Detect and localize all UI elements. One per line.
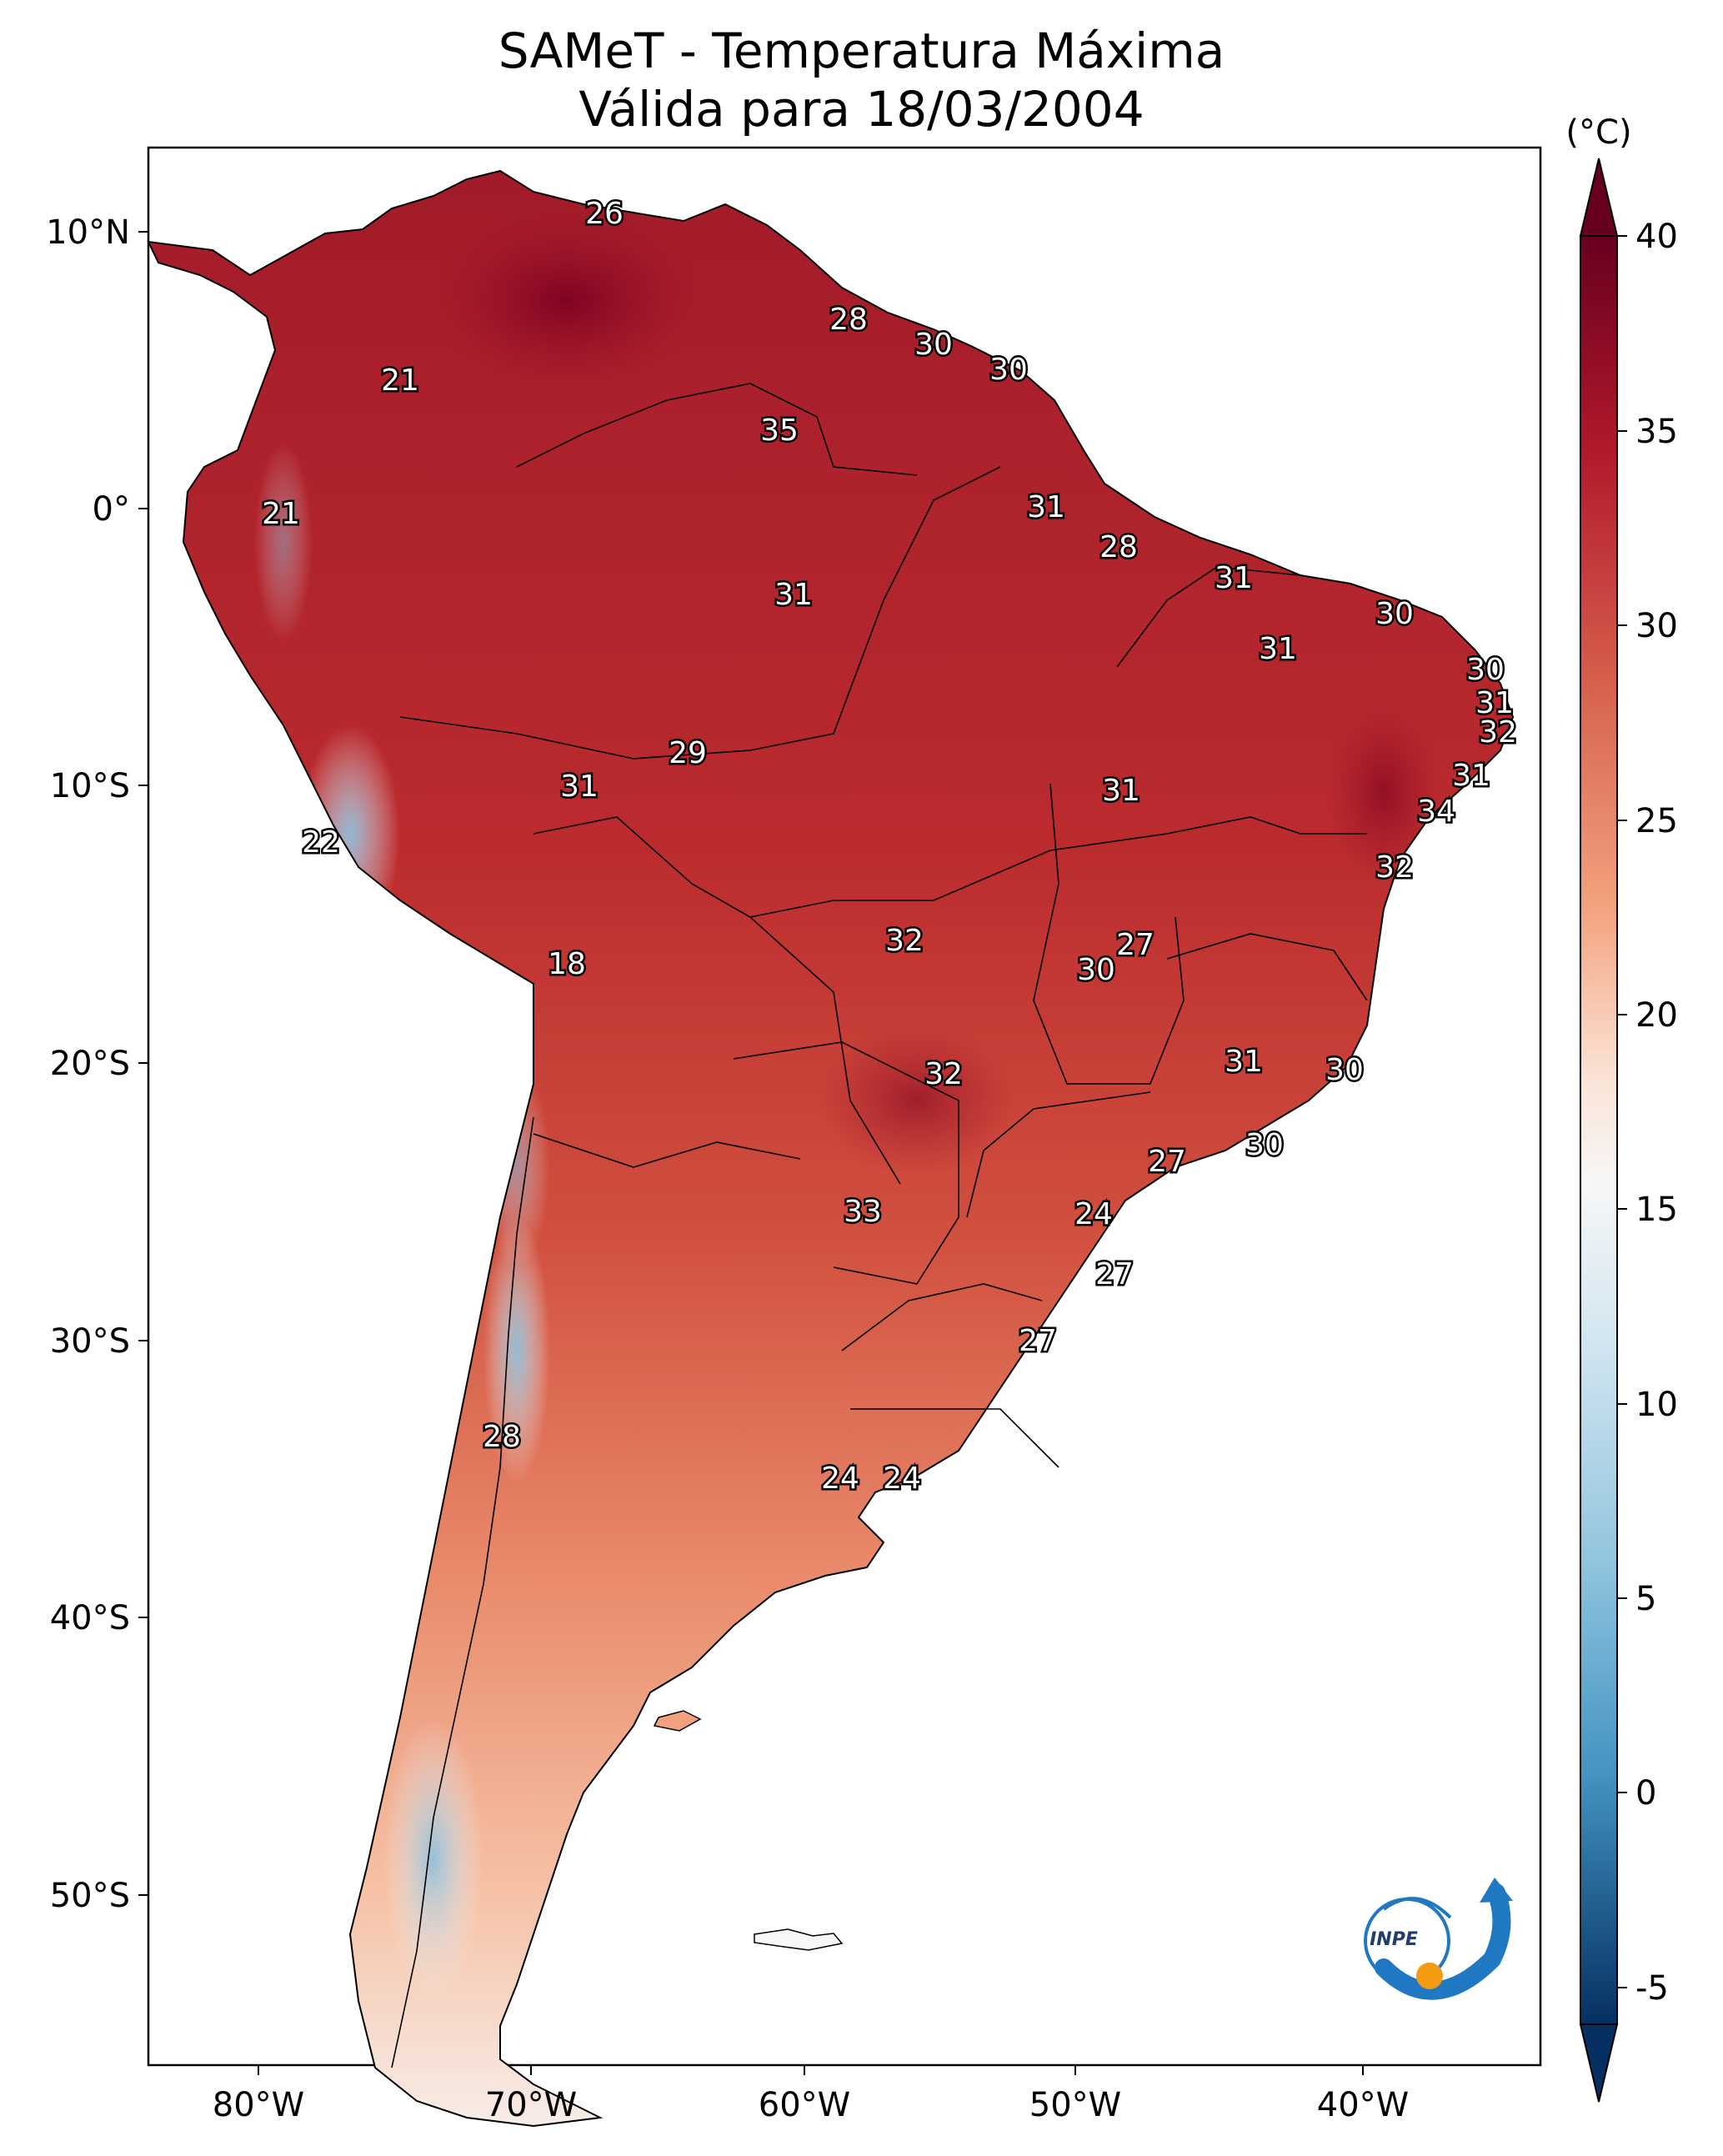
lat-tick-0: 0° bbox=[93, 490, 130, 529]
colorbar-tick-30: 30 bbox=[1635, 607, 1678, 645]
contour-label: 32 bbox=[1479, 715, 1517, 750]
contour-label: 26 bbox=[585, 197, 624, 231]
contour-label: 30 bbox=[1466, 653, 1505, 687]
contour-label: 21 bbox=[381, 364, 419, 398]
contour-label: 27 bbox=[1019, 1324, 1057, 1358]
contour-label: 30 bbox=[1077, 953, 1115, 987]
contour-label: 31 bbox=[1475, 686, 1514, 720]
contour-label: 28 bbox=[483, 1420, 521, 1454]
contour-label: 27 bbox=[1095, 1257, 1134, 1291]
lon-tick-40w: 40°W bbox=[1317, 2086, 1409, 2124]
contour-label: 31 bbox=[1027, 490, 1065, 524]
colorbar: (°C) 40 35 30 25 20 15 10 5 0 -5 bbox=[1565, 113, 1678, 2103]
contour-label: 31 bbox=[1102, 774, 1140, 808]
contour-label: 33 bbox=[844, 1195, 882, 1229]
contour-labels: 26 28 30 30 21 35 21 31 28 31 31 30 31 3… bbox=[260, 195, 1520, 1498]
contour-label: 27 bbox=[1116, 928, 1155, 962]
colorbar-tick-5: 5 bbox=[1635, 1580, 1656, 1618]
political-borders bbox=[391, 383, 1368, 2068]
contour-label: 32 bbox=[1375, 850, 1414, 885]
contour-label: 31 bbox=[560, 770, 599, 804]
colorbar-tick-20: 20 bbox=[1635, 996, 1678, 1035]
colorbar-tick-25: 25 bbox=[1635, 802, 1678, 840]
contour-label: 24 bbox=[1074, 1197, 1113, 1231]
colorbar-tick-10: 10 bbox=[1635, 1386, 1678, 1424]
lat-tick-10n: 10°N bbox=[46, 213, 130, 252]
longitude-axis: 80°W 70°W 60°W 50°W 40°W bbox=[213, 2065, 1409, 2124]
lat-tick-40s: 40°S bbox=[50, 1599, 130, 1637]
colorbar-tick-35: 35 bbox=[1635, 413, 1678, 451]
contour-label: 24 bbox=[883, 1462, 921, 1496]
contour-label: 18 bbox=[548, 947, 586, 981]
contour-label: 31 bbox=[1225, 1045, 1263, 1079]
contour-label: 35 bbox=[760, 414, 799, 448]
lon-tick-60w: 60°W bbox=[759, 2086, 850, 2124]
contour-label: 34 bbox=[1417, 795, 1455, 829]
contour-label: 30 bbox=[989, 353, 1028, 387]
colorbar-tick-minus5: -5 bbox=[1635, 1969, 1669, 2008]
contour-label: 28 bbox=[829, 303, 868, 337]
contour-label: 22 bbox=[302, 825, 340, 860]
map-subtitle: Válida para 18/03/2004 bbox=[579, 81, 1144, 138]
contour-label: 21 bbox=[262, 497, 300, 531]
contour-label: 27 bbox=[1148, 1145, 1186, 1179]
contour-label: 30 bbox=[1325, 1053, 1364, 1087]
contour-label: 31 bbox=[1452, 759, 1490, 793]
colorbar-tick-15: 15 bbox=[1635, 1191, 1678, 1229]
lon-tick-50w: 50°W bbox=[1029, 2086, 1121, 2124]
contour-label: 31 bbox=[1259, 632, 1297, 666]
contour-label: 31 bbox=[774, 578, 813, 612]
inpe-logo: INPE bbox=[1364, 1878, 1513, 2000]
inpe-logo-text: INPE bbox=[1370, 1929, 1418, 1950]
contour-label: 30 bbox=[1245, 1128, 1284, 1162]
contour-label: 32 bbox=[885, 924, 924, 958]
lat-tick-30s: 30°S bbox=[50, 1322, 130, 1361]
contour-label: 28 bbox=[1099, 530, 1138, 564]
lat-tick-20s: 20°S bbox=[50, 1045, 130, 1083]
contour-label: 32 bbox=[924, 1057, 963, 1091]
lon-tick-80w: 80°W bbox=[213, 2086, 304, 2124]
map-title: SAMeT - Temperatura Máxima bbox=[498, 23, 1225, 79]
contour-label: 24 bbox=[821, 1462, 859, 1496]
lat-tick-10s: 10°S bbox=[50, 767, 130, 805]
contour-label: 30 bbox=[1375, 597, 1414, 631]
lon-tick-70w: 70°W bbox=[485, 2086, 577, 2124]
colorbar-unit: (°C) bbox=[1565, 113, 1631, 152]
latitude-axis: 10°N 0° 10°S 20°S 30°S 40°S 50°S bbox=[46, 213, 148, 1915]
contour-label: 30 bbox=[914, 328, 953, 362]
contour-label: 29 bbox=[669, 736, 707, 770]
contour-label: 31 bbox=[1215, 561, 1253, 595]
lat-tick-50s: 50°S bbox=[50, 1877, 130, 1915]
colorbar-tick-0: 0 bbox=[1635, 1774, 1656, 1813]
colorbar-tick-40: 40 bbox=[1635, 218, 1678, 256]
